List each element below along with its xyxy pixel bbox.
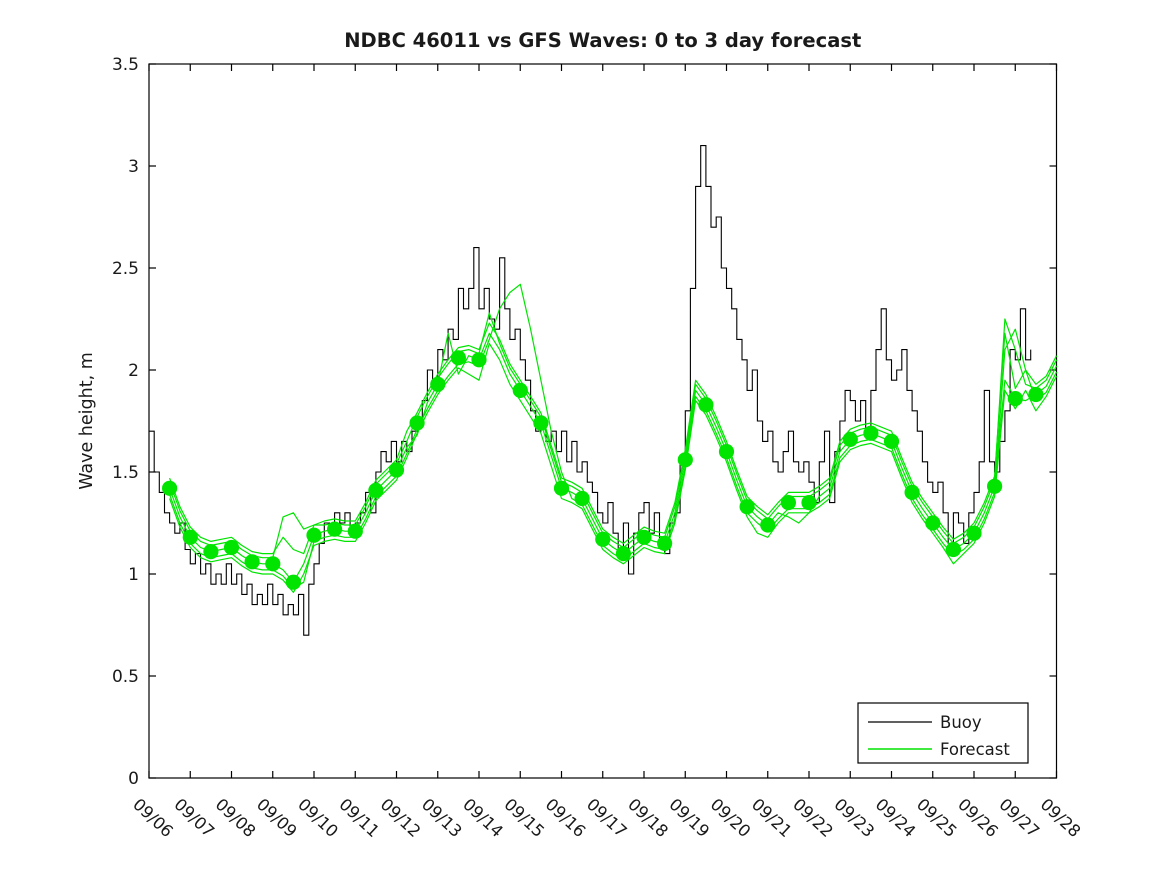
x-tick-label: 09/25: [913, 795, 961, 841]
forecast-marker-dot: [409, 415, 425, 431]
forecast-marker-dot: [450, 350, 466, 366]
forecast-marker-dot: [223, 539, 240, 556]
forecast-marker-dot: [842, 431, 858, 447]
legend-label: Forecast: [940, 740, 1010, 759]
y-tick-label: 0: [128, 769, 139, 789]
forecast-run-line: [169, 312, 1058, 559]
y-tick-label: 3.5: [112, 55, 139, 75]
forecast-series: [169, 283, 1058, 594]
forecast-marker-dot: [1007, 391, 1023, 407]
forecast-marker-dot: [718, 444, 735, 460]
forecast-marker-dot: [471, 352, 487, 368]
x-tick-label: 09/26: [954, 795, 1002, 841]
forecast-marker-dot: [780, 495, 797, 511]
forecast-run-line: [169, 322, 1058, 555]
x-tick-label: 09/21: [748, 795, 796, 841]
forecast-marker-dot: [966, 525, 982, 541]
x-tick-label: 09/09: [253, 795, 301, 841]
x-tick-label: 09/07: [170, 795, 218, 841]
chart-title: NDBC 46011 vs GFS Waves: 0 to 3 day fore…: [344, 29, 861, 52]
forecast-marker-dot: [1028, 386, 1044, 403]
forecast-marker-dot: [265, 556, 281, 572]
x-tick-label: 09/08: [212, 795, 260, 841]
y-tick-label: 3: [128, 157, 139, 177]
forecast-markers: [162, 350, 1044, 590]
buoy-series-line: [149, 145, 1032, 636]
forecast-marker-dot: [347, 523, 363, 539]
forecast-run-line: [169, 283, 1058, 589]
forecast-marker-dot: [306, 527, 322, 543]
x-tick-label: 09/14: [459, 795, 507, 841]
forecast-marker-dot: [553, 480, 570, 496]
y-tick-label: 2: [128, 361, 139, 381]
forecast-marker-dot: [883, 433, 900, 449]
x-tick-label: 09/27: [995, 795, 1043, 841]
x-tick-label: 09/28: [1037, 795, 1085, 841]
forecast-marker-dot: [677, 452, 693, 468]
x-tick-label: 09/17: [583, 795, 631, 841]
legend-box: [857, 702, 1029, 764]
x-tick-label: 09/12: [377, 795, 425, 841]
forecast-marker-dot: [327, 521, 343, 537]
y-tick-label: 1: [128, 565, 139, 585]
y-tick-label: 2.5: [112, 259, 139, 279]
y-tick-label: 0.5: [112, 667, 139, 687]
y-axis-label: Wave height, m: [77, 352, 97, 490]
y-tick-label: 1.5: [112, 463, 139, 483]
forecast-marker-dot: [760, 517, 776, 533]
forecast-marker-dot: [574, 490, 590, 507]
forecast-marker-dot: [368, 482, 384, 498]
forecast-marker-dot: [533, 415, 549, 431]
forecast-marker-dot: [863, 425, 879, 441]
axes: [148, 63, 1058, 779]
x-tick-label: 09/11: [335, 795, 383, 841]
y-axis: 0 0.5 1 1.5 2 2.5 3 3.5: [112, 55, 1057, 789]
x-tick-label: 09/15: [500, 795, 548, 841]
forecast-marker-dot: [388, 462, 405, 478]
forecast-marker-dot: [945, 541, 962, 558]
forecast-marker-dot: [430, 376, 446, 392]
x-tick-label: 09/13: [418, 795, 466, 841]
x-tick-label: 09/23: [830, 795, 878, 841]
forecast-marker-dot: [657, 535, 673, 552]
forecast-marker-dot: [739, 499, 755, 515]
forecast-marker-dot: [636, 529, 652, 545]
forecast-marker-dot: [595, 531, 611, 547]
x-tick-label: 09/16: [542, 795, 590, 841]
forecast-marker-dot: [162, 480, 178, 496]
forecast-run-line: [169, 332, 1058, 583]
x-tick-label: 09/24: [872, 795, 920, 841]
legend: Buoy Forecast: [857, 702, 1029, 764]
forecast-marker-dot: [244, 554, 260, 570]
forecast-marker-dot: [285, 574, 301, 590]
x-tick-label: 09/10: [294, 795, 342, 841]
x-tick-label: 09/20: [707, 795, 755, 841]
x-tick-label: 09/06: [129, 795, 177, 841]
forecast-marker-dot: [182, 529, 198, 545]
forecast-marker-dot: [203, 544, 219, 560]
forecast-marker-dot: [512, 382, 528, 398]
forecast-marker-dot: [698, 397, 714, 413]
x-tick-label: 09/19: [665, 795, 713, 841]
forecast-marker-dot: [987, 478, 1003, 494]
forecast-marker-dot: [925, 515, 941, 531]
forecast-marker-dot: [904, 484, 920, 500]
forecast-marker-dot: [801, 495, 817, 511]
x-tick-label: 09/18: [624, 795, 672, 841]
x-tick-label: 09/22: [789, 795, 837, 841]
forecast-marker-dot: [615, 546, 632, 562]
forecast-run-line: [169, 342, 1058, 594]
legend-label: Buoy: [940, 713, 982, 732]
